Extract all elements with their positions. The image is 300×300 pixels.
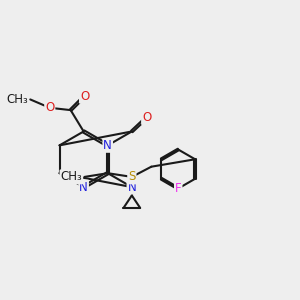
Text: N: N <box>128 181 136 194</box>
Text: CH₃: CH₃ <box>6 93 28 106</box>
Text: S: S <box>128 170 136 183</box>
Text: N: N <box>103 139 112 152</box>
Text: F: F <box>175 182 181 195</box>
Text: O: O <box>45 101 54 114</box>
Text: O: O <box>142 111 151 124</box>
Text: CH₃: CH₃ <box>61 170 82 183</box>
Text: O: O <box>80 90 89 103</box>
Text: N: N <box>79 181 88 194</box>
